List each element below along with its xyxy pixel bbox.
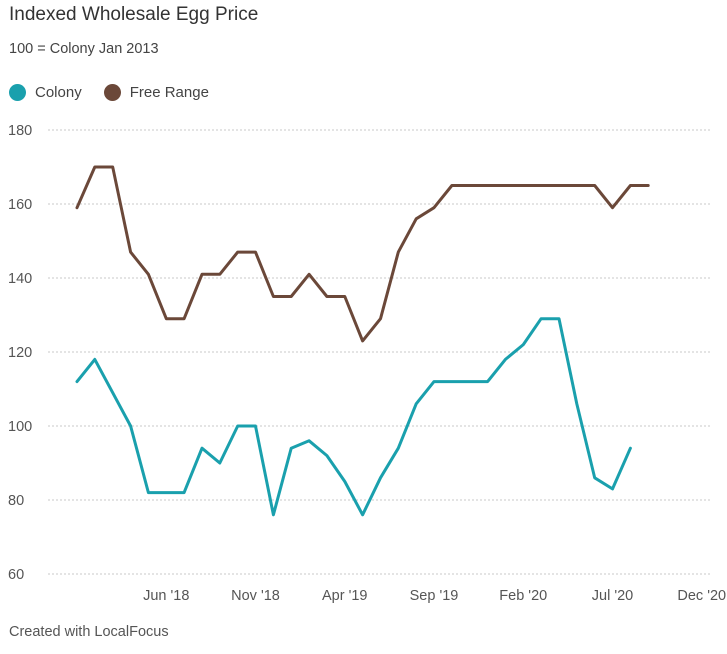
y-tick-label-180: 180 [8, 123, 32, 139]
x-tick-label-5: Jul '20 [592, 588, 633, 604]
credit-text: Created with LocalFocus [9, 624, 169, 640]
x-tick-label-4: Feb '20 [499, 588, 547, 604]
series-line-colony [77, 319, 630, 515]
line-chart: 60 80 100 120 140 160 180 Jun '18 Nov '18 Apr '19… [0, 0, 727, 620]
x-tick-label-3: Sep '19 [410, 588, 459, 604]
y-tick-label-100: 100 [8, 419, 32, 435]
y-tick-label-80: 80 [8, 493, 24, 509]
x-tick-label-6: Dec '20 [677, 588, 726, 604]
x-tick-label-1: Nov '18 [231, 588, 280, 604]
x-tick-label-0: Jun '18 [143, 588, 189, 604]
y-tick-label-160: 160 [8, 197, 32, 213]
x-tick-label-2: Apr '19 [322, 588, 368, 604]
y-tick-label-60: 60 [8, 567, 24, 583]
y-tick-label-140: 140 [8, 271, 32, 287]
series-line-free-range [77, 167, 648, 341]
y-tick-label-120: 120 [8, 345, 32, 361]
